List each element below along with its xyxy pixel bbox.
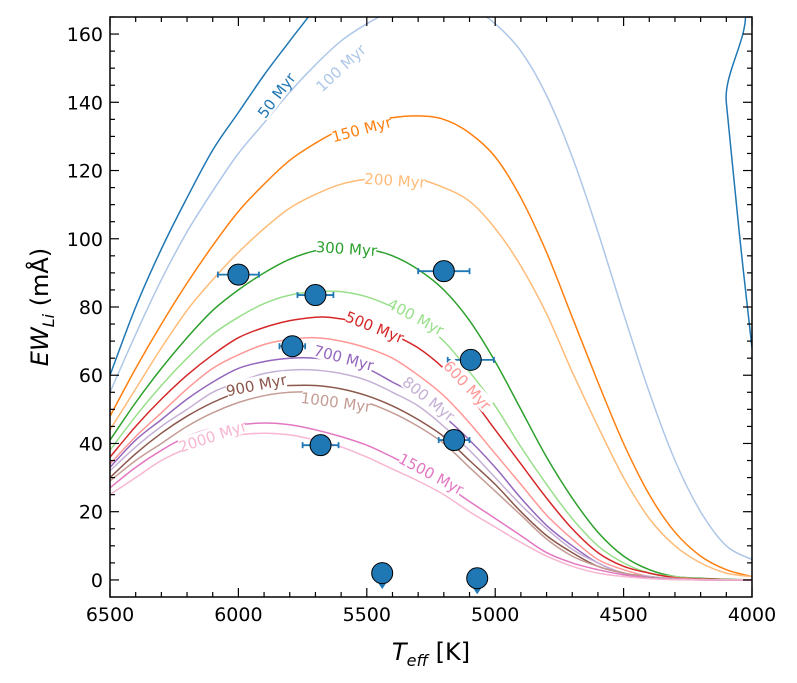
data-points xyxy=(216,260,495,595)
curve-500-myr xyxy=(110,316,752,581)
y-tick-label: 120 xyxy=(67,161,103,183)
curve-label-bg xyxy=(300,389,372,414)
data-point-marker xyxy=(459,348,482,371)
data-point-marker xyxy=(309,434,332,457)
x-axis-label-unit: [K] xyxy=(428,638,470,666)
curve-label-bg xyxy=(315,238,377,258)
curve-label-bg xyxy=(312,341,376,373)
upper-limit-arrow xyxy=(378,583,387,590)
y-axis-label: EWLi (mÅ) xyxy=(25,248,58,366)
data-point xyxy=(216,263,260,286)
curve-300-myr xyxy=(110,246,752,581)
curve-label-bg xyxy=(177,417,248,455)
curve-label-bg xyxy=(397,450,466,497)
x-tick-label: 4500 xyxy=(599,604,647,626)
data-point-marker xyxy=(281,335,304,358)
y-axis-label-sub: Li xyxy=(39,313,58,327)
curve-label-bg xyxy=(364,169,426,190)
curve-label-bg xyxy=(225,370,288,399)
model-curves xyxy=(110,17,752,581)
data-point xyxy=(296,284,335,307)
y-tick-label: 40 xyxy=(79,433,103,455)
data-point xyxy=(446,348,495,371)
y-tick-label: 20 xyxy=(79,502,103,524)
data-point xyxy=(301,434,340,457)
data-point-marker xyxy=(227,263,250,286)
data-point xyxy=(437,429,471,452)
upper-limit-arrow xyxy=(473,588,482,595)
y-tick-label: 0 xyxy=(91,570,103,592)
curve-label-bg xyxy=(312,41,368,94)
x-tick-label: 5000 xyxy=(471,604,519,626)
y-axis-label-unit: (mÅ) xyxy=(25,248,54,314)
curve-label-bg xyxy=(343,308,406,346)
curve-200-myr xyxy=(110,176,752,578)
y-tick-label: 80 xyxy=(79,297,103,319)
y-tick-label: 140 xyxy=(67,92,103,114)
x-tick-label: 6000 xyxy=(214,604,262,626)
x-tick-label: 6500 xyxy=(86,604,134,626)
curve-label-bg xyxy=(441,357,495,413)
data-point xyxy=(466,567,489,595)
curve-50-myr xyxy=(110,17,752,376)
y-tick-label: 160 xyxy=(67,24,103,46)
data-point-marker xyxy=(432,260,455,283)
data-point xyxy=(417,260,471,283)
curve-label-300-myr: 300 Myr xyxy=(315,238,378,260)
curve-150-myr xyxy=(110,115,752,578)
data-point-marker xyxy=(371,562,394,585)
x-axis-label: Teff [K] xyxy=(392,638,470,670)
curve-label-bg xyxy=(385,295,447,338)
data-point-marker xyxy=(443,429,466,452)
curve-label-bg xyxy=(330,113,393,145)
y-tick-label: 100 xyxy=(67,229,103,251)
curve-800-myr xyxy=(110,368,752,581)
curve-label-bg xyxy=(400,373,458,424)
curve-label-200-myr: 200 Myr xyxy=(364,170,427,192)
data-point xyxy=(278,335,307,358)
x-tick-label: 5500 xyxy=(343,604,391,626)
curve-label-group-200-myr: 200 Myr xyxy=(364,170,427,192)
x-axis-label-main: T xyxy=(392,638,409,666)
data-point xyxy=(371,562,394,590)
curve-100-myr xyxy=(110,17,752,561)
data-point-marker xyxy=(466,567,489,590)
axis-ticks: 6500 6000 5500 5000 4500 4000 0 20 40 60 80 100 120 1… xyxy=(67,16,776,626)
x-axis-label-sub: eff xyxy=(407,651,431,670)
curve-label-bg xyxy=(254,69,299,121)
curve-label-group-300-myr: 300 Myr xyxy=(315,238,378,260)
plot-frame xyxy=(109,16,753,598)
data-point-marker xyxy=(304,284,327,307)
y-tick-label: 60 xyxy=(79,365,103,387)
x-tick-label: 4000 xyxy=(728,604,776,626)
y-axis-label-main: EW xyxy=(26,326,54,366)
